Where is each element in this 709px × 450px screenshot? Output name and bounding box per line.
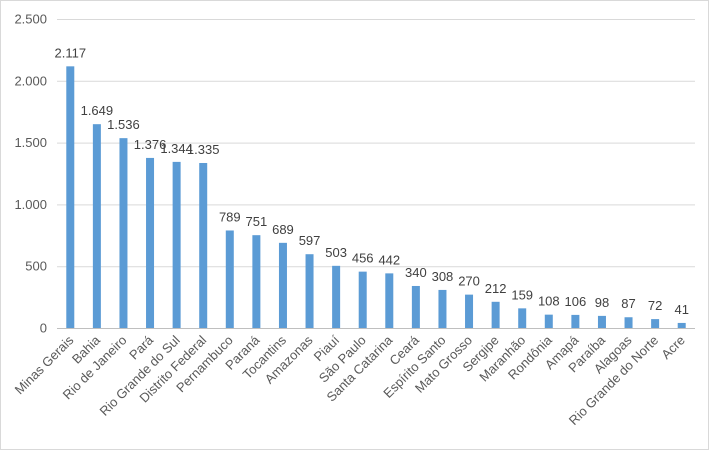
data-label: 41	[674, 302, 688, 317]
bar	[651, 319, 660, 328]
data-label: 340	[405, 265, 427, 280]
data-label: 789	[219, 209, 241, 224]
data-label: 212	[485, 281, 507, 296]
data-label: 503	[325, 245, 347, 260]
bar	[358, 271, 367, 328]
y-axis-tick-labels: 0 500 1.000 1.500 2.000 2.500	[14, 12, 47, 336]
data-label: 308	[432, 269, 454, 284]
data-label: 270	[458, 274, 480, 289]
bar	[199, 162, 208, 328]
data-label: 2.117	[55, 45, 87, 60]
data-label: 1.335	[187, 142, 220, 157]
data-label: 456	[352, 251, 374, 266]
data-label: 87	[621, 296, 635, 311]
bar	[571, 314, 580, 328]
y-tick-label: 0	[40, 321, 47, 336]
data-label: 597	[299, 233, 321, 248]
bar	[252, 235, 261, 328]
y-tick-label: 2.000	[14, 73, 47, 88]
bar	[544, 314, 553, 328]
bar	[597, 315, 606, 328]
data-label: 1.344	[160, 141, 193, 156]
data-label: 106	[565, 294, 587, 309]
bar	[438, 289, 447, 328]
bar	[172, 161, 181, 328]
bar	[146, 157, 155, 328]
y-tick-label: 2.500	[14, 12, 47, 27]
y-tick-label: 500	[25, 259, 47, 274]
data-label: 689	[272, 222, 294, 237]
data-label: 1.376	[134, 137, 167, 152]
bar	[385, 273, 394, 328]
gridlines	[57, 19, 695, 329]
data-label: 751	[246, 214, 268, 229]
data-label: 442	[378, 252, 400, 267]
data-label: 1.649	[81, 103, 114, 118]
bars	[66, 66, 686, 329]
bar	[518, 308, 527, 328]
data-label: 108	[538, 294, 560, 309]
bar	[92, 124, 101, 329]
bar	[677, 322, 686, 328]
bar	[66, 66, 75, 328]
bar	[411, 285, 420, 328]
bar	[278, 242, 287, 328]
data-label: 98	[595, 295, 609, 310]
bar	[465, 294, 474, 328]
data-label: 159	[511, 287, 533, 302]
bar	[332, 265, 341, 328]
bar	[225, 230, 234, 328]
y-tick-label: 1.000	[14, 197, 47, 212]
bar	[491, 301, 500, 328]
bar	[119, 138, 128, 328]
bar	[305, 254, 314, 328]
data-label: 1.536	[107, 117, 140, 132]
bar	[624, 317, 633, 328]
x-category-label: Acre	[658, 333, 688, 363]
data-label: 72	[648, 298, 662, 313]
y-tick-label: 1.500	[14, 135, 47, 150]
